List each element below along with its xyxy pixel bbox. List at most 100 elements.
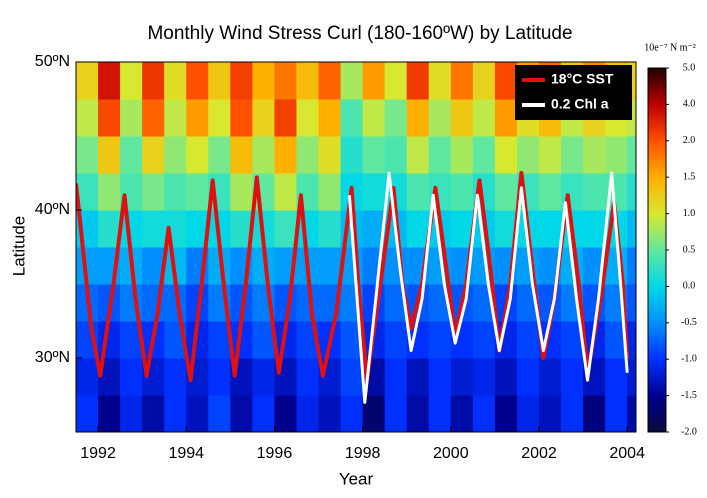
heatmap-cell: [472, 358, 496, 396]
colorbar-swatch: [648, 386, 666, 391]
colorbar-swatch: [648, 89, 666, 93]
colorbar-swatch: [648, 356, 666, 360]
colorbar-swatch: [648, 98, 666, 102]
colorbar-swatch: [648, 256, 666, 260]
colorbar-swatch: [648, 237, 666, 242]
colorbar-swatch: [648, 207, 666, 212]
heatmap-cell: [318, 210, 342, 248]
colorbar-swatch: [648, 395, 666, 400]
colorbar-swatch: [648, 353, 666, 357]
colorbar-swatch: [648, 234, 666, 239]
heatmap-cell: [164, 395, 187, 432]
colorbar-swatch: [648, 125, 666, 130]
colorbar-swatch: [648, 350, 666, 354]
heatmap-cell: [274, 62, 297, 100]
colorbar-swatch: [648, 204, 666, 209]
heatmap-cell: [208, 62, 231, 100]
colorbar-swatch: [648, 222, 666, 227]
colorbar-swatch: [648, 231, 666, 236]
colorbar-swatch: [648, 271, 666, 275]
heatmap-cell: [428, 62, 452, 100]
heatmap-cell: [340, 136, 364, 174]
x-tick-label: 1992: [80, 445, 116, 462]
colorbar-swatch: [648, 341, 666, 345]
colorbar-swatch: [648, 180, 666, 184]
colorbar-swatch: [648, 334, 666, 339]
colorbar-swatch: [648, 331, 666, 336]
heatmap-cell: [164, 99, 187, 137]
y-tick-label: 30ºN: [35, 349, 70, 366]
colorbar-swatch: [648, 146, 666, 151]
heatmap-cell: [252, 395, 275, 432]
colorbar-tick-label: -2.0: [681, 426, 697, 437]
colorbar-swatch: [648, 83, 666, 87]
heatmap-cell: [583, 136, 606, 174]
heatmap-cell: [98, 136, 121, 174]
heatmap-cell: [230, 99, 253, 137]
chart-title: Monthly Wind Stress Curl (180-160ºW) by …: [147, 23, 572, 44]
heatmap-cell: [340, 395, 364, 432]
heatmap-cell: [340, 62, 364, 100]
heatmap-cell: [76, 358, 99, 396]
heatmap-cell: [208, 99, 231, 137]
colorbar-swatch: [648, 298, 666, 303]
heatmap-cell: [472, 62, 496, 100]
heatmap-cell: [164, 136, 187, 174]
colorbar-swatch: [648, 419, 666, 424]
heatmap-cell: [494, 358, 518, 396]
colorbar-swatch: [648, 155, 666, 160]
heatmap-cell: [296, 358, 320, 396]
heatmap-cell: [450, 358, 474, 396]
colorbar-swatch: [648, 195, 666, 199]
heatmap-cell: [538, 173, 562, 211]
colorbar-swatch: [648, 328, 666, 333]
heatmap-cell: [120, 99, 143, 137]
heatmap-cell: [362, 395, 386, 432]
heatmap-cell: [98, 99, 121, 137]
colorbar-swatch: [648, 259, 666, 263]
colorbar-swatch: [648, 250, 666, 254]
heatmap-cell: [362, 136, 386, 174]
x-tick-label: 1994: [168, 445, 204, 462]
colorbar-swatch: [648, 301, 666, 306]
heatmap-cell: [561, 358, 584, 396]
colorbar-swatch: [648, 371, 666, 375]
colorbar-swatch: [648, 246, 666, 251]
heatmap-cell: [516, 321, 540, 359]
colorbar-swatch: [648, 374, 666, 378]
heatmap-cell: [142, 395, 165, 432]
colorbar-swatch: [648, 289, 666, 293]
heatmap-cell: [142, 136, 165, 174]
colorbar-swatch: [648, 389, 666, 394]
heatmap-cell: [627, 173, 636, 211]
heatmap-cell: [583, 173, 606, 211]
heatmap-cell: [627, 395, 636, 432]
colorbar-swatch: [648, 192, 666, 196]
heatmap-cell: [406, 210, 430, 248]
colorbar-swatch: [648, 165, 666, 169]
heatmap-cell: [340, 358, 364, 396]
heatmap-cell: [186, 284, 209, 322]
heatmap-cell: [208, 395, 231, 432]
colorbar-swatch: [648, 216, 666, 221]
heatmap-cell: [627, 247, 636, 285]
colorbar-swatch: [648, 110, 666, 114]
heatmap-cell: [120, 395, 143, 432]
colorbar-swatch: [648, 304, 666, 309]
heatmap-cell: [605, 321, 628, 359]
heatmap-cell: [76, 247, 99, 285]
heatmap-cell: [296, 99, 320, 137]
heatmap-cell: [296, 395, 320, 432]
colorbar-swatch: [648, 186, 666, 190]
colorbar-swatch: [648, 143, 666, 148]
colorbar-swatch: [648, 268, 666, 272]
heatmap-cell: [120, 321, 143, 359]
colorbar-swatch: [648, 116, 666, 121]
heatmap-cell: [120, 358, 143, 396]
heatmap-cell: [142, 247, 165, 285]
colorbar-swatch: [648, 316, 666, 321]
colorbar-swatch: [648, 416, 666, 421]
heatmap-cell: [274, 210, 297, 248]
heatmap-cell: [627, 321, 636, 359]
colorbar-tick-label: 1.5: [683, 171, 696, 182]
